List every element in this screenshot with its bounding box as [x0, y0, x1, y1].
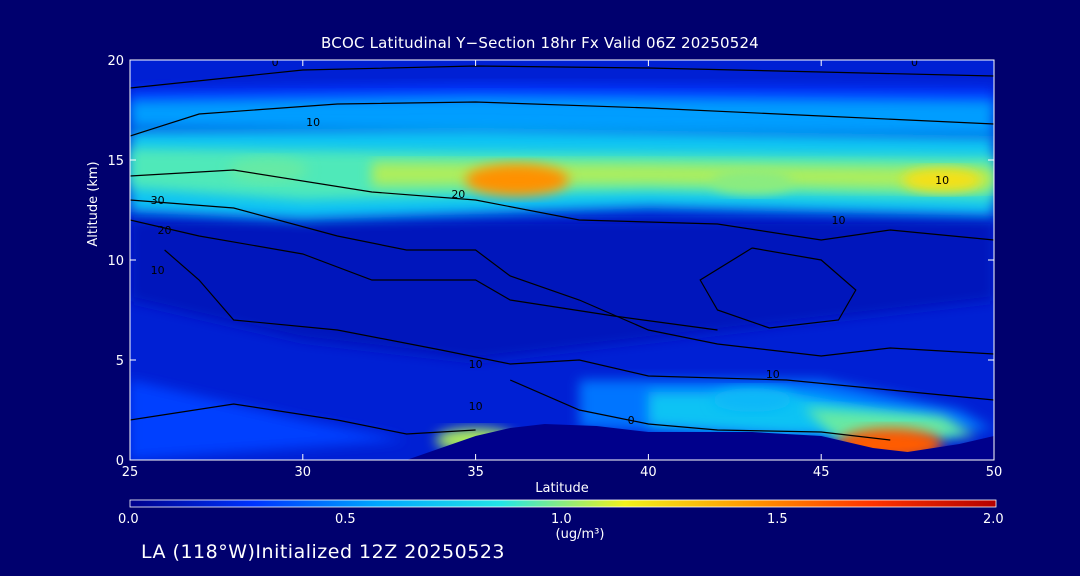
chart-title: BCOC Latitudinal Y−Section 18hr Fx Valid… [321, 34, 759, 52]
footer-initialized-text: LA (118°W)Initialized 12Z 20250523 [141, 541, 505, 563]
contour-line [130, 65, 994, 89]
y-tick-label: 20 [107, 54, 124, 69]
contour-line [130, 219, 718, 331]
x-tick-label: 50 [986, 465, 1003, 480]
y-axis-label: Altitude (km) [86, 161, 101, 247]
contour-label: 10 [469, 400, 483, 413]
field-feature-marker [228, 158, 309, 182]
colorbar-tick-label: 1.5 [767, 512, 788, 527]
y-tick-label: 15 [107, 154, 124, 169]
colorbar-tick-label: 2.0 [983, 512, 1004, 527]
contour-label: 10 [151, 264, 165, 277]
x-axis-label: Latitude [535, 481, 589, 496]
contour-line [699, 247, 857, 329]
colorbar-tick-label: 1.0 [551, 512, 572, 527]
contour-label: 10 [831, 214, 845, 227]
field-feature-marker [902, 168, 983, 192]
contour-line [130, 403, 476, 435]
field-feature-marker [712, 170, 793, 194]
contour-line [164, 249, 994, 401]
contour-label: 10 [306, 116, 320, 129]
contour-label: 0 [911, 56, 918, 69]
contour-label: 10 [469, 358, 483, 371]
x-tick-label: 35 [467, 465, 484, 480]
contour-lines: 0 0 10 10 10 20 30 20 10 10 10 0 10 [130, 56, 994, 441]
contour-line [130, 101, 994, 137]
contour-line [509, 379, 891, 441]
contour-label: 20 [451, 188, 465, 201]
field-layer [130, 220, 994, 360]
x-tick-label: 25 [122, 465, 139, 480]
contour-line [130, 199, 994, 357]
concentration-field [130, 60, 994, 460]
contour-label: 0 [272, 56, 279, 69]
contour-label: 20 [158, 224, 172, 237]
axes: 25 30 35 40 45 50 0 5 10 15 20 [107, 54, 1002, 480]
x-tick-label: 30 [295, 465, 312, 480]
colorbar-unit: (ug/m³) [555, 527, 605, 542]
contour-line [130, 169, 994, 241]
field-layer [130, 96, 994, 136]
y-tick-label: 10 [107, 254, 124, 269]
x-tick-label: 45 [813, 465, 830, 480]
field-feature-marker [712, 388, 793, 412]
contour-label: 10 [935, 174, 949, 187]
contour-label: 0 [628, 414, 635, 427]
field-feature-marker [465, 164, 570, 196]
x-tick-label: 40 [640, 465, 657, 480]
colorbar-tick-label: 0.0 [118, 512, 139, 527]
y-tick-label: 0 [116, 454, 124, 469]
terrain-mask [406, 424, 994, 460]
contour-label: 30 [151, 194, 165, 207]
colorbar-tick-label: 0.5 [335, 512, 356, 527]
contour-label: 10 [766, 368, 780, 381]
colorbar [129, 499, 997, 508]
y-tick-label: 5 [116, 354, 124, 369]
field-layer [130, 380, 407, 460]
field-layer [803, 408, 977, 440]
